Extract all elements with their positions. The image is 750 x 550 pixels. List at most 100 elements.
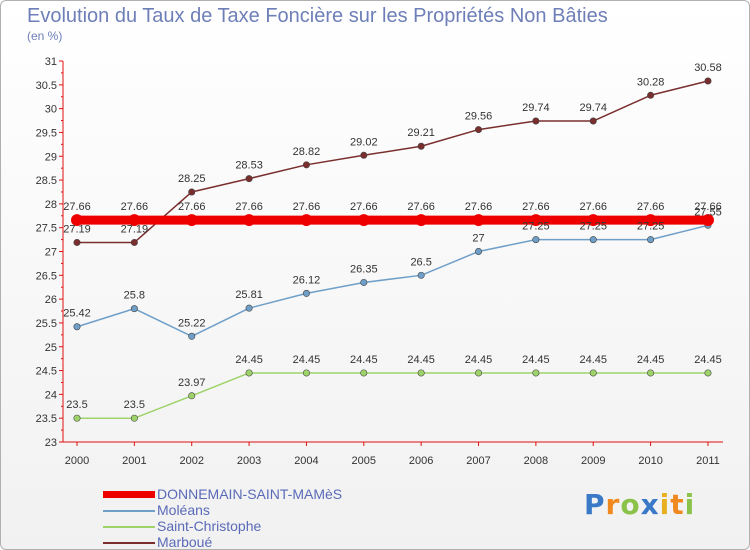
data-point [73,323,81,331]
data-point [360,278,368,286]
data-point [475,126,483,134]
y-tick-label: 26.5 [36,270,57,282]
legend-swatch-donnemain [103,491,155,498]
series-line-2 [77,372,708,419]
logo-letter: P [584,488,606,521]
logo-letter: t [670,488,685,521]
y-tick-label: 24 [45,389,57,401]
data-point [417,369,425,377]
data-label: 27.66 [293,201,321,213]
y-tick-label: 28.5 [36,175,57,187]
legend-label-marboue: Marboué [157,534,213,550]
data-point [130,305,138,313]
data-point [589,369,597,377]
data-point [701,214,714,227]
x-tick-label: 2000 [65,455,89,467]
data-point [357,214,370,227]
data-point [245,304,253,312]
data-label: 27.66 [235,201,263,213]
data-label: 27.66 [121,201,149,213]
y-tick-label: 27.5 [36,223,57,235]
data-label: 27.66 [694,201,722,213]
data-point [245,369,253,377]
data-point [647,236,655,244]
logo-letter: i [684,488,696,521]
data-label: 27.55 [694,206,722,218]
data-point [475,248,483,256]
data-label: 26.35 [350,263,378,275]
data-point [300,214,313,227]
data-label: 24.45 [293,354,321,366]
data-point [130,238,138,246]
data-point [188,392,196,400]
y-tick-label: 29.5 [36,127,57,139]
data-point [529,214,542,227]
legend-swatch-moleans [103,510,155,512]
data-point [532,117,540,125]
series-line-3 [77,80,709,244]
x-tick-label: 2001 [122,455,146,467]
data-label: 27.19 [121,223,149,235]
data-point [589,236,597,244]
legend-swatch-saint-christophe [103,526,155,528]
data-label: 24.45 [579,354,607,366]
y-tick-label: 26 [45,294,57,306]
data-point [415,214,428,227]
x-tick-label: 2002 [179,455,203,467]
data-point [302,369,310,377]
x-tick-label: 2007 [466,455,490,467]
x-tick-label: 2008 [524,455,548,467]
data-label: 29.56 [465,111,493,123]
legend-label-saint-christophe: Saint-Christophe [157,518,262,534]
data-label: 29.02 [350,136,378,148]
data-point [472,214,485,227]
y-tick-label: 30.5 [36,80,57,92]
data-point [73,414,81,422]
data-point [704,369,712,377]
legend-label-moleans: Moléans [157,502,210,518]
data-label: 23.97 [178,377,206,389]
data-label: 23.5 [66,399,87,411]
y-tick-label: 23 [45,437,57,449]
data-label: 25.8 [124,290,145,302]
data-label: 28.25 [178,173,206,185]
data-point [360,151,368,159]
logo-letter: i [659,488,671,521]
data-label: 27.66 [407,201,435,213]
data-label: 29.74 [579,102,607,114]
data-label: 27 [472,233,484,245]
data-point [188,188,196,196]
y-tick-label: 27 [45,247,57,259]
data-label: 24.45 [465,354,493,366]
x-tick-label: 2006 [409,455,433,467]
data-point [647,91,655,99]
data-point [587,214,600,227]
data-point [130,414,138,422]
data-label: 28.53 [235,160,263,172]
logo-letter: r [605,488,621,521]
data-label: 29.74 [522,102,550,114]
data-point [185,214,198,227]
x-tick-label: 2003 [237,455,261,467]
data-label: 30.28 [637,76,665,88]
data-label: 27.25 [522,221,550,233]
data-label: 24.45 [522,354,550,366]
data-point [302,289,310,297]
data-label: 24.45 [407,354,435,366]
y-tick-label: 25 [45,342,57,354]
data-label: 24.45 [235,354,263,366]
data-point [71,214,83,227]
data-label: 27.66 [579,201,607,213]
logo-letter: x [640,488,660,521]
x-tick-label: 2009 [581,455,605,467]
data-point [417,142,425,150]
y-tick-label: 30 [45,104,57,116]
y-tick-label: 25.5 [36,318,57,330]
data-label: 28.82 [293,146,321,158]
data-label: 24.45 [694,354,722,366]
series-line-1 [76,224,709,338]
data-label: 25.42 [63,308,91,320]
data-point [245,175,253,183]
